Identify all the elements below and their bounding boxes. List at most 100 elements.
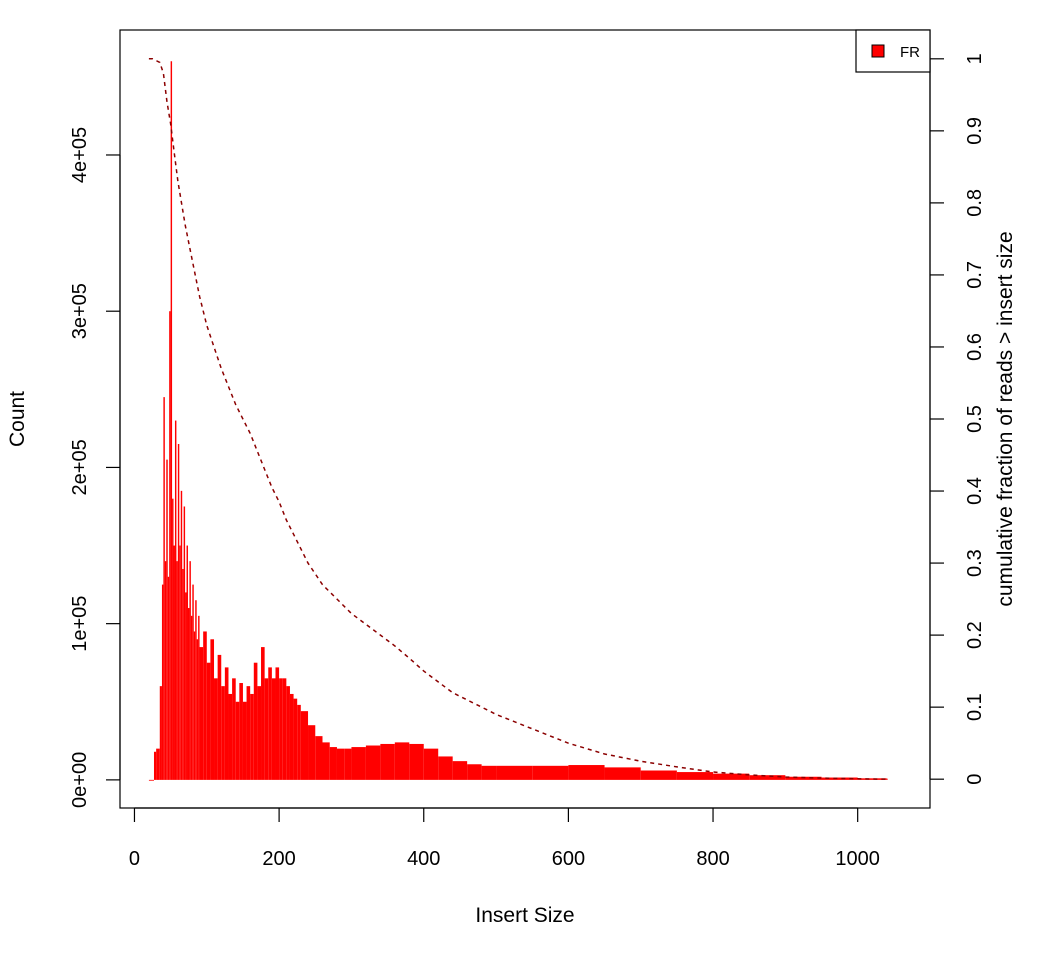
y2-tick-label: 0.4 xyxy=(964,477,986,505)
legend-label: FR xyxy=(900,44,920,61)
histogram-bar xyxy=(253,662,258,780)
x-axis-label: Insert Size xyxy=(475,904,574,927)
histogram-bar xyxy=(329,747,337,780)
x-tick-label: 1000 xyxy=(835,848,880,870)
histogram-bar xyxy=(365,745,381,780)
histogram-bar xyxy=(224,667,229,780)
histogram-bar xyxy=(177,443,180,780)
histogram-bar xyxy=(409,743,424,780)
histogram-bar xyxy=(186,545,188,780)
histogram-bar xyxy=(198,615,200,780)
histogram-bar xyxy=(604,767,641,780)
histogram-bar xyxy=(179,545,181,780)
histogram-bar xyxy=(380,743,395,780)
histogram-bar xyxy=(152,779,154,781)
histogram-bar xyxy=(568,765,605,780)
x-tick-label: 200 xyxy=(262,848,295,870)
legend-swatch xyxy=(871,44,885,58)
y2-axis-label: cumulative fraction of reads > insert si… xyxy=(994,231,1017,606)
histogram-bar xyxy=(190,615,193,780)
histogram-bar xyxy=(235,701,240,780)
histogram-bar xyxy=(423,748,439,780)
histogram-bar xyxy=(481,765,497,780)
x-axis: 0 200 400 600 800 1000 xyxy=(129,807,880,870)
histogram-bar xyxy=(164,561,167,780)
histogram-bar xyxy=(172,498,174,780)
y-tick-label: 1e+05 xyxy=(69,596,91,652)
histogram-bar xyxy=(192,584,194,780)
histogram-bar xyxy=(242,701,247,780)
histogram-bar xyxy=(161,584,164,780)
histogram-bar xyxy=(182,568,184,780)
histogram-bar xyxy=(297,704,301,780)
histogram-bar xyxy=(189,561,191,780)
histogram-bar xyxy=(279,678,283,780)
histogram-bar xyxy=(271,678,276,780)
histogram-bar xyxy=(156,748,160,780)
histogram-bar xyxy=(153,751,157,780)
histogram-bar xyxy=(239,683,243,780)
histogram-bar xyxy=(282,678,287,780)
histogram-bar xyxy=(268,667,272,780)
histogram-bar xyxy=(261,647,265,780)
y2-tick-label: 0.7 xyxy=(964,261,986,289)
legend-box xyxy=(855,29,931,73)
histogram-bar xyxy=(289,693,294,780)
histogram-bar xyxy=(183,506,186,780)
histogram-bar xyxy=(821,777,858,780)
histogram-bar xyxy=(336,748,345,780)
histogram-bar xyxy=(467,764,482,780)
histogram-bar xyxy=(322,742,330,780)
histogram-bar xyxy=(344,748,352,780)
histogram-bar xyxy=(206,662,211,780)
histogram-bar xyxy=(394,742,410,780)
histogram-bar xyxy=(180,490,183,780)
histogram-bar xyxy=(169,311,171,780)
histogram-bar xyxy=(496,765,533,780)
y-tick-label: 3e+05 xyxy=(69,283,91,339)
histogram-bar xyxy=(221,686,225,780)
histogram-bar xyxy=(176,561,178,780)
histogram-bar xyxy=(264,678,269,780)
histogram-bar xyxy=(166,459,168,780)
histogram-bar xyxy=(452,761,468,780)
x-tick-label: 800 xyxy=(696,848,729,870)
histogram-bar xyxy=(210,639,215,780)
y2-tick-label: 0.6 xyxy=(964,333,986,361)
histogram-bar xyxy=(250,693,254,780)
histogram-bar xyxy=(148,779,153,781)
legend: FR xyxy=(855,29,931,73)
histogram-bar xyxy=(174,420,177,780)
histogram-bar xyxy=(293,698,298,780)
histogram-bar xyxy=(246,686,251,780)
histogram-bar xyxy=(438,756,453,780)
y-axis-right: 0 0.1 0.2 0.3 0.4 0.5 0.6 0.7 0.8 0.9 1 xyxy=(929,53,986,785)
y-axis-label: Count xyxy=(6,391,29,447)
histogram-bar xyxy=(196,639,199,780)
histogram-bar xyxy=(315,736,323,780)
histogram-bar xyxy=(785,776,822,780)
histogram-bar xyxy=(286,686,290,780)
histogram-bar xyxy=(857,778,887,780)
histogram-bar xyxy=(193,631,196,780)
y2-tick-label: 0.8 xyxy=(964,189,986,217)
histogram-bar xyxy=(232,678,236,780)
x-tick-label: 0 xyxy=(129,848,140,870)
y2-tick-label: 0 xyxy=(964,774,986,785)
y2-tick-label: 0.9 xyxy=(964,117,986,145)
histogram-bar xyxy=(195,600,197,780)
y2-tick-label: 0.3 xyxy=(964,549,986,577)
histogram-bar xyxy=(532,765,569,780)
cumulative-line-layer xyxy=(148,58,887,780)
histogram-bar xyxy=(185,592,187,780)
histogram-bar xyxy=(170,61,173,780)
y-tick-label: 0e+00 xyxy=(69,752,91,808)
histogram-bar xyxy=(228,693,233,780)
y2-tick-label: 0.5 xyxy=(964,405,986,433)
y2-tick-label: 1 xyxy=(964,53,986,64)
x-tick-label: 600 xyxy=(552,848,585,870)
histogram-bar xyxy=(640,770,677,780)
y-tick-label: 4e+05 xyxy=(69,127,91,183)
histogram-bar xyxy=(275,667,280,780)
